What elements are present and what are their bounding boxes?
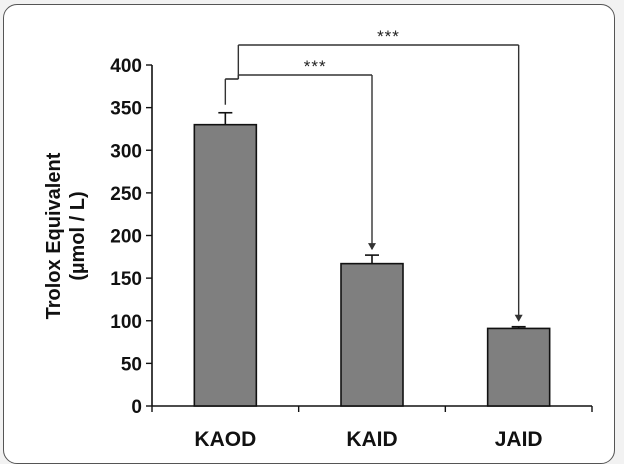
y-tick-label: 300	[110, 141, 142, 162]
bars: KAOD KAID JAID	[193, 111, 551, 447]
x-tick-label: KAID	[346, 428, 397, 447]
y-tick-label: 150	[110, 269, 142, 290]
bar-jaid	[486, 327, 551, 407]
bar-kaid	[340, 262, 404, 407]
bracket-arrowhead	[514, 314, 523, 322]
x-tick-label: KAOD	[194, 428, 256, 447]
y-tick-label: 200	[110, 227, 142, 248]
y-tick-label: 400	[110, 56, 142, 77]
significance-label: ***	[377, 27, 400, 46]
significance-brackets: *** ***	[224, 27, 523, 322]
y-axis-label-line1: Trolox Equivalent	[43, 152, 65, 319]
y-tick-label: 250	[110, 184, 142, 205]
y-tick-label: 50	[121, 354, 142, 375]
y-axis-label: Trolox Equivalent (µmol / L)	[43, 152, 89, 319]
bracket-arrowhead	[368, 243, 376, 251]
y-axis-label-line2: (µmol / L)	[67, 191, 89, 280]
bar-kaod	[193, 123, 258, 407]
y-tick-label: 350	[110, 99, 142, 120]
bar-chart: Trolox Equivalent (µmol / L) 0 50 100 150 20…	[43, 27, 593, 447]
y-tick-label: 100	[110, 312, 142, 333]
y-tick-label: 0	[131, 397, 142, 418]
x-tick-label: JAID	[495, 428, 543, 447]
significance-label: ***	[304, 57, 327, 76]
